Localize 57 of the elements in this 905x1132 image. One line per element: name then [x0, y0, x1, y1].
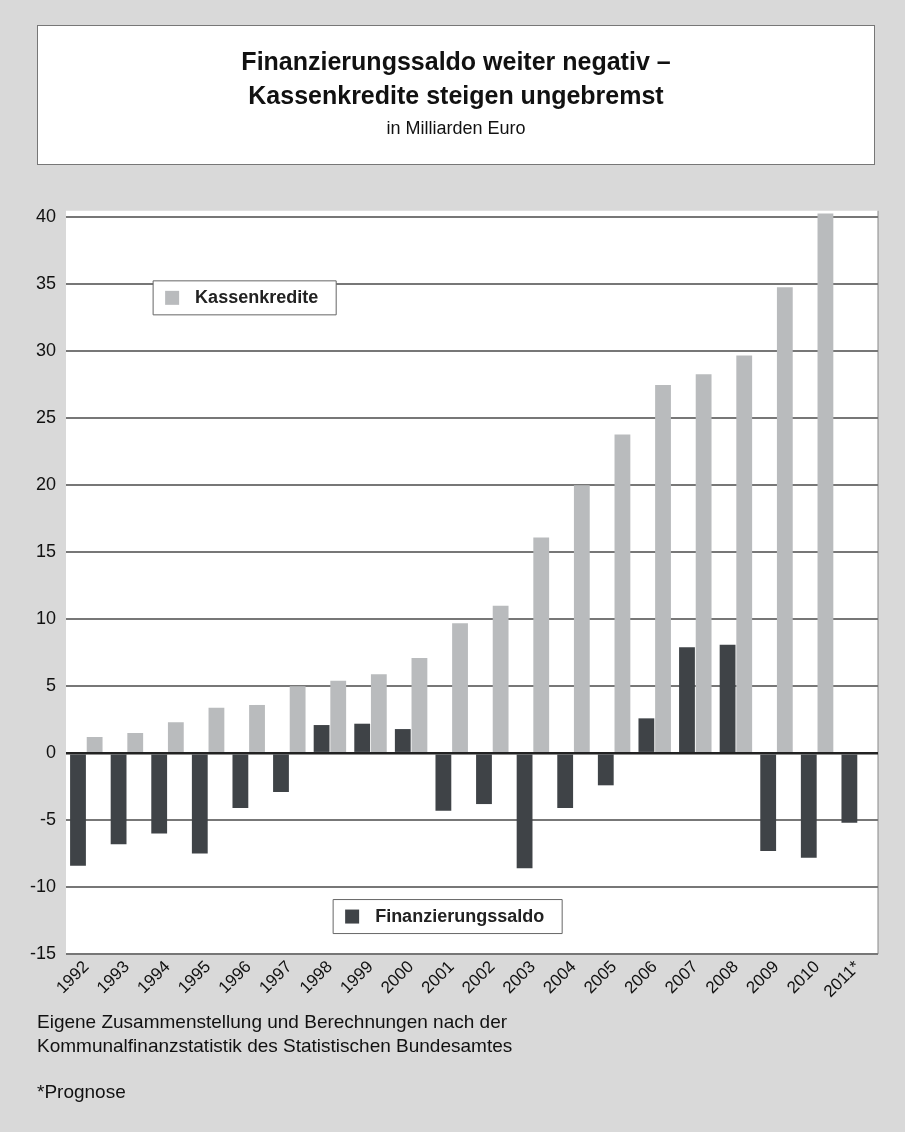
bar [573, 485, 590, 752]
bar [232, 754, 249, 809]
chart-title: Finanzierungssaldo weiter negativ – Kassenkredite steigen ungebremst [240, 46, 672, 111]
bar [249, 704, 265, 752]
bar [776, 287, 793, 752]
bar [719, 644, 736, 752]
bar [370, 674, 387, 752]
bar [841, 754, 858, 823]
bar [394, 729, 411, 752]
bar [614, 434, 631, 752]
bar [452, 623, 468, 752]
bar [800, 754, 817, 858]
y-tick-label: 35 [35, 273, 57, 294]
bar [110, 754, 127, 845]
y-tick-label: -5 [40, 809, 57, 830]
bar [760, 754, 777, 851]
bar [289, 686, 306, 752]
bar [354, 723, 371, 752]
bar [679, 647, 695, 752]
y-tick-label: 25 [35, 407, 57, 428]
bar [492, 605, 509, 752]
bar [655, 384, 671, 752]
bar [695, 374, 712, 752]
bar [435, 754, 452, 811]
text: *Prognose [37, 1080, 127, 1104]
y-tick-label: -15 [30, 943, 57, 964]
y-tick-label: 20 [35, 474, 57, 495]
legend-label: Finanzierungssaldo [375, 905, 545, 926]
text: Eigene Zusammenstellung und Berechnungen nach der Kommunalfinanzstatistik des Statistischen Bundesamtes [37, 1010, 514, 1058]
bar [167, 722, 184, 752]
bar [638, 718, 655, 752]
y-tick-label: 10 [35, 608, 57, 629]
chart-subtitle: in Milliarden Euro [385, 118, 527, 139]
bar [597, 754, 614, 786]
bar [273, 754, 289, 793]
bar [191, 754, 208, 854]
bar [330, 680, 347, 752]
y-tick-label: 0 [46, 742, 57, 763]
bar [533, 537, 550, 752]
bar [516, 754, 533, 869]
bar [817, 213, 834, 752]
y-tick-label: 5 [46, 675, 57, 696]
y-tick-label: 15 [35, 541, 57, 562]
bar [127, 733, 144, 752]
bar [208, 707, 225, 752]
bar [70, 754, 86, 866]
y-tick-label: 30 [35, 340, 57, 361]
bar [411, 658, 428, 752]
bar [557, 754, 574, 809]
y-tick-label: 40 [35, 206, 57, 227]
legend-label: Kassenkredite [195, 286, 319, 307]
bar [736, 355, 753, 752]
y-tick-label: -10 [30, 876, 57, 897]
bar [151, 754, 168, 834]
bar [476, 754, 492, 805]
bar [313, 725, 330, 752]
bar [86, 737, 103, 752]
